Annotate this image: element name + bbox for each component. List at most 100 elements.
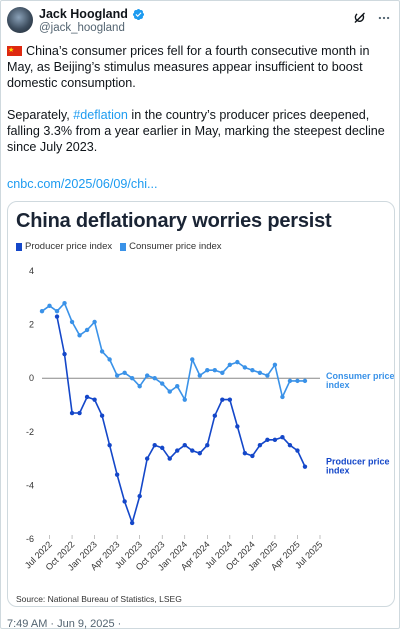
data-point bbox=[137, 384, 142, 389]
data-point bbox=[227, 362, 233, 367]
author-handle[interactable]: @jack_hoogland bbox=[39, 22, 125, 34]
data-point bbox=[190, 357, 195, 362]
data-point bbox=[122, 370, 127, 376]
data-point bbox=[92, 319, 97, 325]
author-name[interactable]: Jack Hoogland bbox=[39, 7, 128, 21]
series-end-label: Consumer price bbox=[326, 371, 395, 381]
data-point bbox=[175, 384, 180, 389]
chart-image-card[interactable]: China deflationary worries persist Produ… bbox=[7, 201, 395, 607]
data-point bbox=[160, 445, 165, 451]
more-icon[interactable] bbox=[377, 11, 391, 25]
data-point bbox=[242, 451, 248, 456]
legend-label-ppi: Producer price index bbox=[25, 241, 113, 252]
data-point bbox=[39, 309, 45, 314]
data-point bbox=[235, 359, 240, 365]
legend-label-cpi: Consumer price index bbox=[129, 241, 222, 252]
data-point bbox=[257, 443, 263, 448]
data-point bbox=[99, 413, 105, 418]
data-point bbox=[227, 397, 233, 402]
data-point bbox=[295, 378, 300, 384]
data-point bbox=[295, 448, 300, 453]
data-point bbox=[92, 397, 97, 402]
data-point bbox=[250, 453, 255, 459]
series-line-1 bbox=[41, 302, 305, 401]
data-point bbox=[190, 448, 195, 453]
data-point bbox=[212, 413, 218, 418]
tweet-timestamp[interactable]: 7:49 AM · Jun 9, 2025 · bbox=[7, 618, 122, 629]
data-point bbox=[287, 443, 293, 448]
data-point bbox=[235, 424, 240, 429]
series-end-label: index bbox=[326, 380, 350, 390]
data-point bbox=[272, 437, 278, 443]
y-tick-label: 4 bbox=[29, 266, 34, 276]
data-point bbox=[197, 373, 202, 378]
data-point bbox=[152, 376, 157, 381]
author-row: Jack Hoogland bbox=[39, 7, 145, 21]
chart-source: Source: National Bureau of Statistics, L… bbox=[16, 594, 182, 604]
data-point bbox=[99, 349, 105, 354]
data-point bbox=[144, 373, 150, 378]
tweet-paragraph-2: Separately, #deflation in the country’s … bbox=[7, 107, 395, 155]
data-point bbox=[114, 472, 120, 477]
series-end-label: Producer price bbox=[326, 457, 390, 467]
data-point bbox=[77, 333, 82, 338]
header-actions bbox=[353, 11, 391, 25]
data-point bbox=[302, 464, 308, 469]
y-tick-label: -6 bbox=[26, 534, 34, 544]
data-point bbox=[272, 362, 278, 367]
data-point bbox=[84, 327, 90, 333]
grok-icon[interactable] bbox=[353, 11, 367, 25]
y-tick-label: -2 bbox=[26, 427, 34, 437]
data-point bbox=[62, 351, 67, 357]
chart-title: China deflationary worries persist bbox=[16, 210, 332, 232]
series-end-label: index bbox=[326, 466, 350, 476]
data-point bbox=[167, 389, 172, 394]
data-point bbox=[62, 300, 67, 306]
data-point bbox=[265, 373, 270, 378]
data-point bbox=[167, 456, 172, 461]
data-point bbox=[220, 397, 225, 402]
data-point bbox=[107, 443, 112, 448]
data-point bbox=[280, 434, 285, 440]
series-line-0 bbox=[56, 316, 306, 524]
china-flag-icon bbox=[7, 43, 22, 59]
data-point bbox=[137, 493, 142, 499]
data-point bbox=[220, 370, 225, 376]
data-point bbox=[114, 373, 120, 378]
data-point bbox=[242, 365, 248, 370]
data-point bbox=[84, 394, 90, 400]
legend-swatch-ppi bbox=[16, 242, 22, 251]
y-tick-label: -4 bbox=[26, 480, 34, 490]
tweet-paragraph-1: China’s consumer prices fell for a fourt… bbox=[7, 43, 395, 91]
data-point bbox=[54, 309, 60, 314]
data-point bbox=[212, 367, 218, 373]
y-tick-label: 0 bbox=[29, 373, 34, 383]
data-point bbox=[287, 378, 293, 384]
tweet-text: China’s consumer prices fell for a fourt… bbox=[7, 43, 395, 155]
data-point bbox=[107, 357, 112, 362]
data-point bbox=[265, 437, 270, 443]
data-point bbox=[54, 314, 60, 319]
y-tick-label: 2 bbox=[29, 320, 34, 330]
data-point bbox=[129, 520, 135, 526]
legend-item-cpi: Consumer price index bbox=[120, 241, 222, 252]
data-point bbox=[197, 451, 202, 456]
avatar[interactable] bbox=[7, 7, 33, 33]
data-point bbox=[77, 410, 82, 416]
data-point bbox=[47, 303, 52, 309]
data-point bbox=[152, 443, 157, 448]
data-point bbox=[69, 410, 75, 416]
data-point bbox=[280, 394, 285, 400]
data-point bbox=[160, 381, 165, 386]
data-point bbox=[205, 367, 210, 373]
data-point bbox=[182, 443, 187, 448]
tweet-header: Jack Hoogland @jack_hoogland bbox=[7, 7, 395, 37]
data-point bbox=[122, 499, 127, 504]
tweet-text-p1: China’s consumer prices fell for a fourt… bbox=[7, 44, 373, 90]
article-link[interactable]: cnbc.com/2025/06/09/chi... bbox=[7, 177, 158, 191]
hashtag-link[interactable]: #deflation bbox=[73, 108, 128, 122]
legend-item-ppi: Producer price index bbox=[16, 241, 112, 252]
data-point bbox=[175, 448, 180, 453]
data-point bbox=[250, 367, 255, 373]
